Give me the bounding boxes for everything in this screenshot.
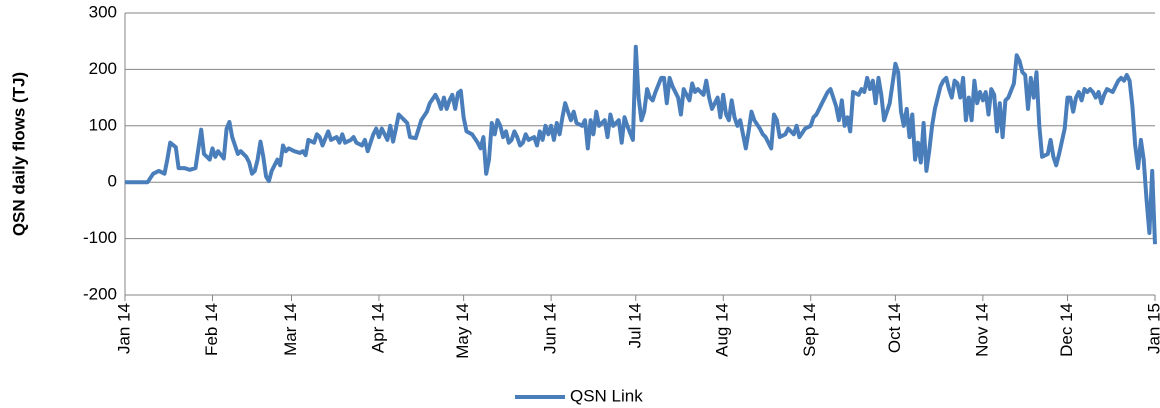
x-tick-label: Jan 15 <box>1144 303 1160 354</box>
x-tick-label: Aug 14 <box>713 303 732 357</box>
y-tick-label: 0 <box>108 172 117 191</box>
x-tick-label: Oct 14 <box>885 303 904 353</box>
x-tick-label: Jun 14 <box>541 303 560 354</box>
y-tick-label: -100 <box>83 228 117 247</box>
y-tick-label: 100 <box>89 115 117 134</box>
x-tick-label: Sep 14 <box>800 303 819 357</box>
legend-label: QSN Link <box>570 386 643 405</box>
x-tick-label: Mar 14 <box>281 303 300 356</box>
y-tick-label: 200 <box>89 59 117 78</box>
x-tick-label: Nov 14 <box>972 303 991 357</box>
x-tick-label: May 14 <box>453 303 472 359</box>
y-tick-label: 300 <box>89 2 117 21</box>
y-axis-label: QSN daily flows (TJ) <box>9 72 28 236</box>
y-tick-label: -200 <box>83 284 117 303</box>
x-tick-label: Dec 14 <box>1057 303 1076 357</box>
x-tick-label: Apr 14 <box>368 303 387 353</box>
x-tick-label: Jul 14 <box>625 303 644 348</box>
x-tick-label: Jan 14 <box>114 303 133 354</box>
series-line <box>125 44 1157 245</box>
x-tick-label: Feb 14 <box>202 303 221 356</box>
